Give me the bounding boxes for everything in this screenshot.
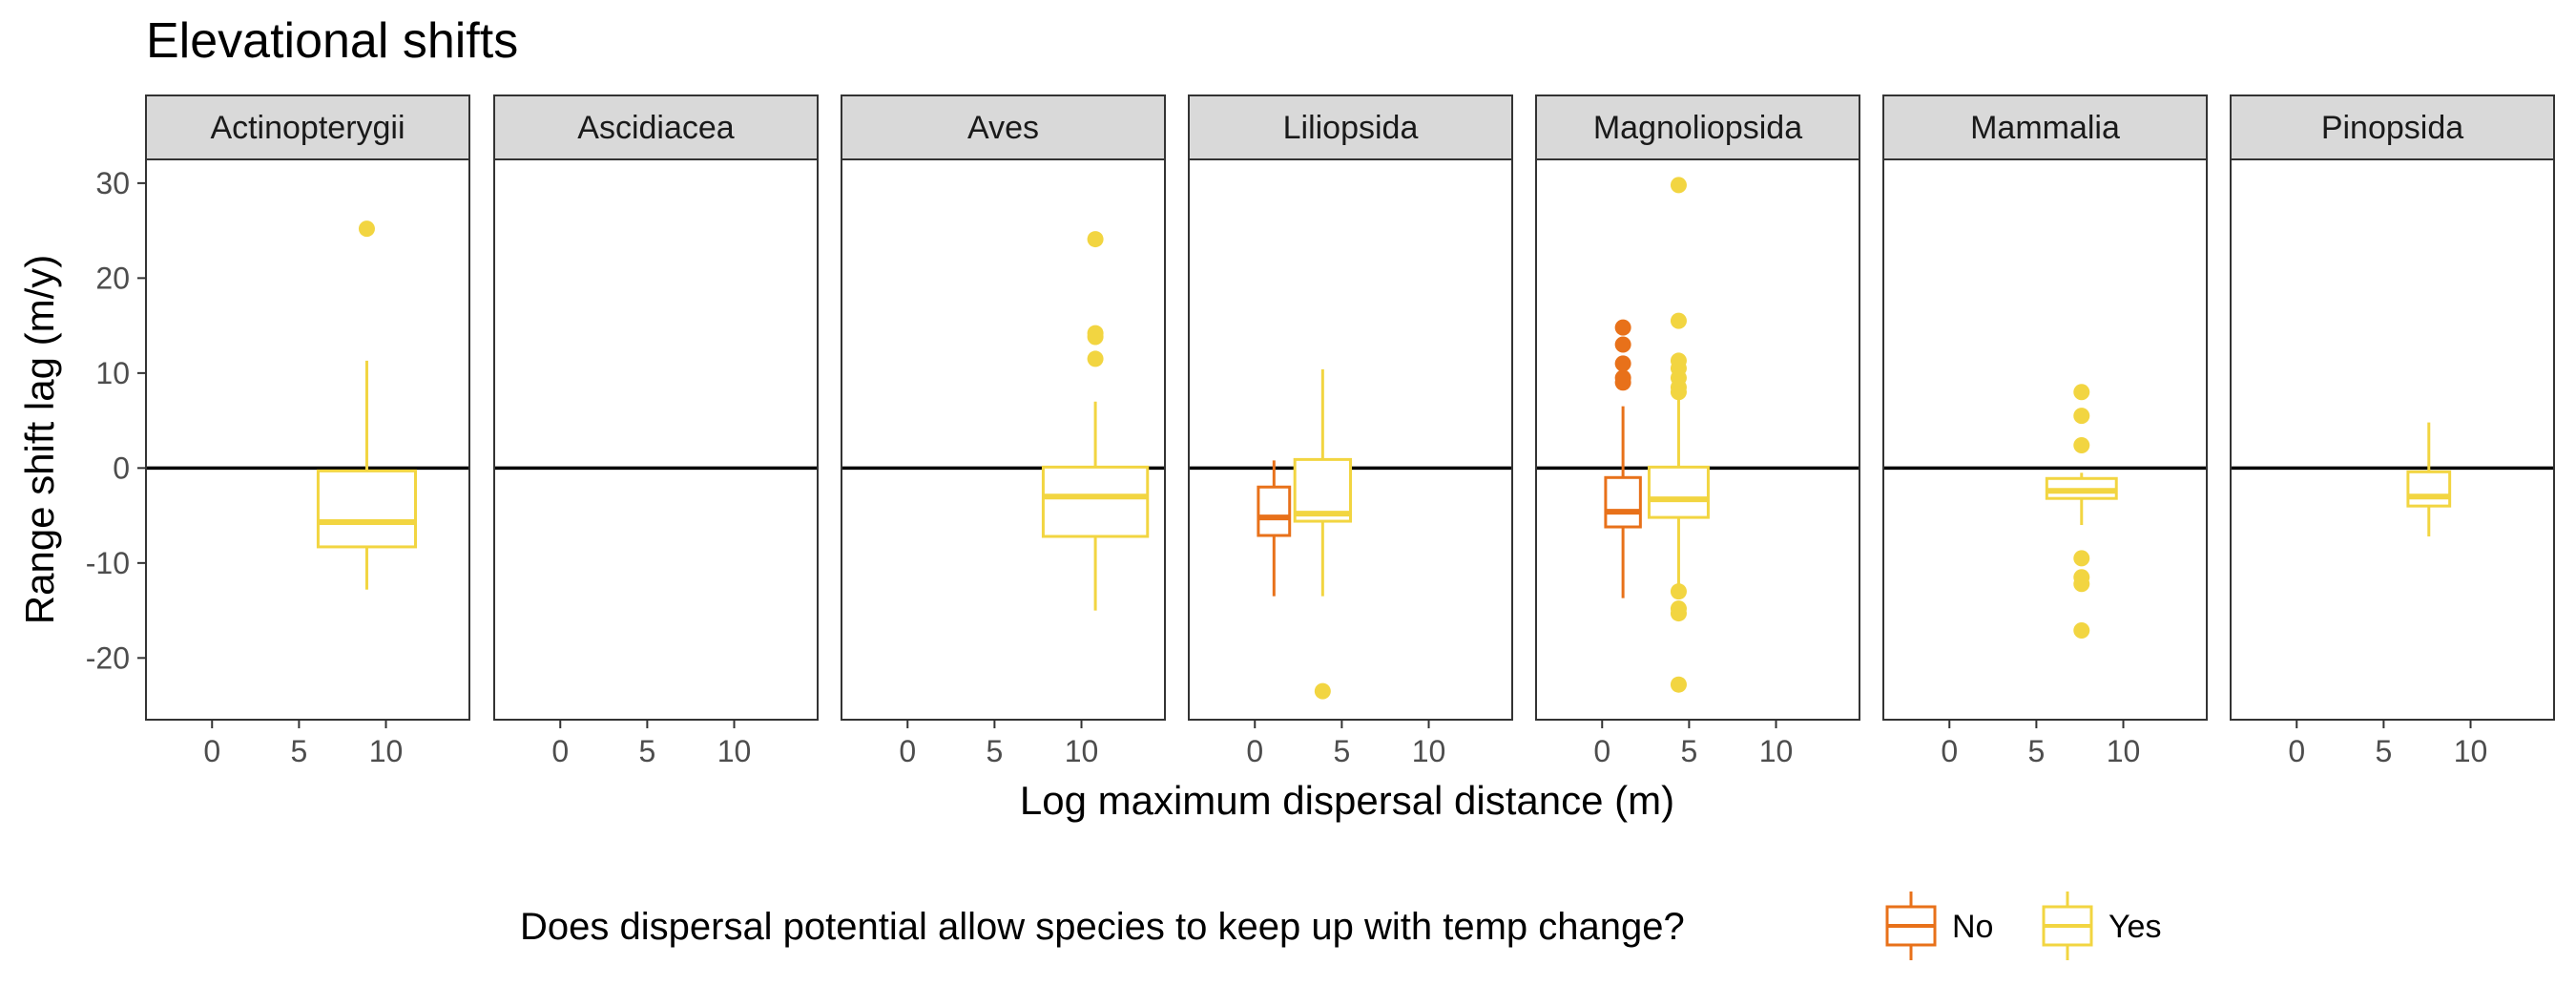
panel-border [145, 158, 470, 721]
outlier-point [1614, 355, 1631, 372]
x-tick-label: 10 [1065, 734, 1099, 768]
box-iqr [316, 469, 417, 549]
x-axis-title: Log maximum dispersal distance (m) [1020, 778, 1674, 823]
panel-background [146, 159, 469, 720]
panel-background [1536, 159, 1859, 720]
box-iqr [1041, 465, 1150, 538]
outlier-point [1087, 231, 1104, 248]
outlier-point [1670, 312, 1687, 329]
panel-background [494, 159, 818, 720]
x-tick-label: 5 [2375, 734, 2392, 768]
x-tick-label: 0 [1246, 734, 1263, 768]
panel-background [2231, 159, 2554, 720]
outlier-point [1614, 369, 1631, 387]
legend-entry-label: No [1952, 909, 1993, 945]
panel-border [1535, 158, 1860, 721]
outlier-point [1314, 682, 1331, 700]
outlier-point [1670, 676, 1687, 693]
x-tick-label: 0 [2288, 734, 2305, 768]
facet-strip-label: Pinopsida [2321, 110, 2463, 146]
panel-border [1188, 158, 1513, 721]
panel-background [841, 159, 1165, 720]
panel-border [841, 158, 1166, 721]
legend-title: Does dispersal potential allow species t… [520, 906, 1685, 948]
legend-entry-label: Yes [2109, 909, 2161, 945]
y-axis-title: Range shift lag (m/y) [17, 255, 62, 624]
y-tick-label: 0 [113, 451, 130, 485]
x-tick-label: 10 [1412, 734, 1446, 768]
box-iqr [1647, 465, 1710, 519]
x-tick-label: 0 [1941, 734, 1958, 768]
y-tick-label: 20 [95, 261, 130, 295]
x-tick-label: 0 [203, 734, 220, 768]
panel-border [1882, 158, 2208, 721]
outlier-point [1670, 352, 1687, 369]
outlier-point [1614, 319, 1631, 336]
x-tick-label: 5 [1333, 734, 1350, 768]
panel-border [2230, 158, 2555, 721]
outlier-point [2073, 621, 2090, 639]
facet-strip-label: Aves [967, 110, 1039, 146]
outlier-point [1670, 605, 1687, 622]
x-tick-label: 10 [1759, 734, 1794, 768]
box-iqr [1604, 475, 1642, 529]
x-tick-label: 5 [1680, 734, 1697, 768]
x-tick-label: 10 [369, 734, 404, 768]
box-iqr [1257, 485, 1292, 537]
facet-strip [841, 94, 1166, 160]
panel-background [1883, 159, 2207, 720]
x-tick-label: 0 [899, 734, 916, 768]
outlier-point [2073, 436, 2090, 453]
outlier-point [1670, 177, 1687, 194]
facet-strip [1882, 94, 2208, 160]
x-tick-label: 10 [2454, 734, 2488, 768]
outlier-point [1087, 325, 1104, 342]
x-tick-label: 5 [290, 734, 307, 768]
outlier-point [1614, 336, 1631, 353]
facet-strip [1535, 94, 1860, 160]
x-tick-label: 5 [986, 734, 1003, 768]
y-tick-label: -10 [86, 546, 130, 580]
facet-strip-label: Mammalia [1970, 110, 2120, 146]
y-tick-label: -20 [86, 640, 130, 675]
y-tick-label: 10 [95, 356, 130, 390]
outlier-point [1087, 350, 1104, 367]
facet-strip-label: Ascidiacea [577, 110, 735, 146]
y-tick-label: 30 [95, 166, 130, 200]
x-tick-label: 10 [2107, 734, 2141, 768]
outlier-point [1670, 583, 1687, 600]
facet-strip-label: Magnoliopsida [1593, 110, 1802, 146]
outlier-point [2073, 384, 2090, 401]
chart-title: Elevational shifts [146, 13, 518, 69]
facet-strip-label: Liliopsida [1283, 110, 1419, 146]
outlier-point [2073, 550, 2090, 567]
x-tick-label: 0 [1593, 734, 1610, 768]
box-iqr [2406, 470, 2452, 508]
panel-border [493, 158, 819, 721]
x-tick-label: 5 [638, 734, 655, 768]
outlier-point [2073, 408, 2090, 425]
panel-background [1189, 159, 1512, 720]
facet-strip-label: Actinopterygii [210, 110, 405, 146]
outlier-point [358, 220, 375, 238]
x-tick-label: 0 [551, 734, 569, 768]
facet-strip [2230, 94, 2555, 160]
x-tick-label: 10 [717, 734, 752, 768]
outlier-point [2073, 576, 2090, 593]
x-tick-label: 5 [2027, 734, 2045, 768]
